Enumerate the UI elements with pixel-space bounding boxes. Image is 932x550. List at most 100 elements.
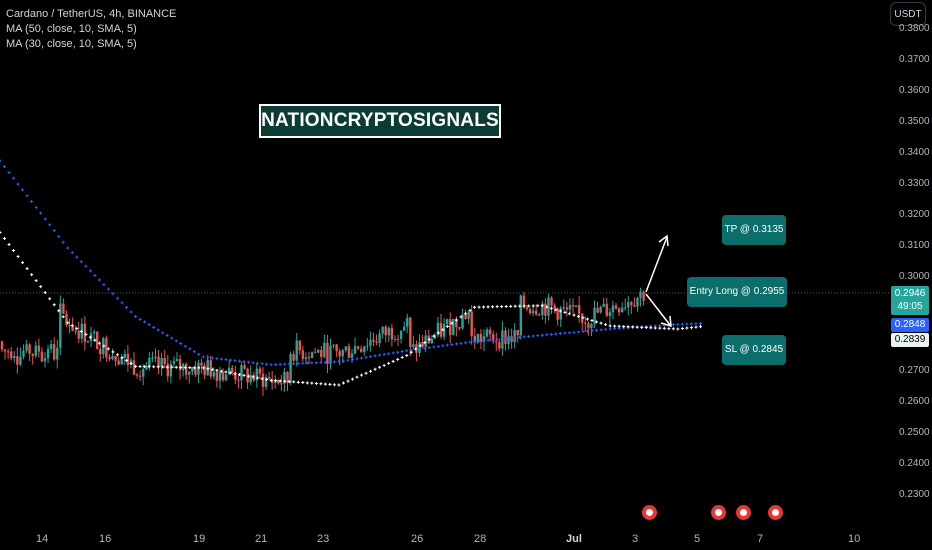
ma-point: [680, 322, 684, 326]
bar-countdown: 49:05: [897, 301, 923, 312]
ma-point: [7, 170, 11, 174]
ma-point: [364, 355, 368, 359]
candle-body: [286, 372, 289, 383]
ma-point: [215, 357, 219, 361]
ma-50-legend[interactable]: MA (50, close, 10, SMA, 5): [6, 23, 137, 35]
ma-point: [3, 165, 7, 169]
ma-point: [328, 360, 332, 364]
us-flag-event-icon[interactable]: [711, 505, 726, 520]
candle-body: [571, 305, 575, 307]
candle-body: [464, 314, 467, 319]
ma-point: [305, 381, 309, 385]
ma-point: [39, 285, 43, 289]
y-tick: 0.3200: [899, 209, 930, 220]
candle-body: [28, 344, 31, 354]
ma-point: [576, 330, 580, 334]
ma-point: [418, 347, 422, 351]
ma-point: [473, 305, 477, 309]
ma-point: [667, 327, 671, 331]
tp-callout[interactable]: TP @ 0.3135: [722, 215, 786, 245]
ma-point: [567, 331, 571, 335]
us-flag-event-icon[interactable]: [642, 505, 657, 520]
ma-point: [595, 320, 599, 324]
candle-body: [587, 323, 590, 329]
ma-point: [658, 326, 662, 330]
ma-point: [486, 338, 490, 342]
candle-body: [513, 330, 516, 342]
ma-point: [400, 355, 404, 359]
ma-point: [369, 355, 373, 359]
ma-point: [147, 323, 151, 327]
candle-body: [452, 318, 455, 336]
candle-body: [123, 353, 126, 358]
x-tick: 10: [848, 533, 861, 545]
ma-point: [269, 378, 273, 382]
ma-point: [102, 283, 106, 287]
ma-point: [34, 205, 38, 209]
ma-point: [360, 356, 364, 360]
candle-body: [166, 364, 169, 377]
ma-point: [210, 356, 214, 360]
ma-point: [251, 375, 255, 379]
ma-point: [662, 326, 666, 330]
ma-point: [278, 362, 282, 366]
y-tick: 0.3500: [899, 116, 930, 127]
ma-point: [314, 381, 318, 385]
ma-point: [545, 333, 549, 337]
sl-callout[interactable]: SL @ 0.2845: [722, 335, 786, 365]
ma-point: [463, 312, 467, 316]
ma-point: [274, 379, 278, 383]
candle-body: [68, 324, 71, 327]
us-flag-event-icon[interactable]: [768, 505, 783, 520]
ma-point: [409, 350, 413, 354]
symbol-title[interactable]: Cardano / TetherUS, 4h, BINANCE: [6, 8, 177, 20]
ma-point: [170, 336, 174, 340]
ma-point: [382, 363, 386, 367]
candle-body: [538, 314, 541, 316]
candle-body: [227, 367, 231, 375]
ma-point: [423, 341, 427, 345]
candle-body: [62, 303, 65, 314]
ma-point: [278, 379, 282, 383]
ma-point: [545, 305, 549, 309]
candle-body: [310, 352, 314, 359]
y-tick: 0.2500: [899, 427, 930, 438]
us-flag-event-icon[interactable]: [736, 505, 751, 520]
candle-body: [528, 309, 532, 314]
ma-point: [48, 297, 52, 301]
x-tick: Jul: [566, 533, 582, 545]
ma-point: [536, 304, 540, 308]
y-tick: 0.3800: [899, 23, 930, 34]
currency-button[interactable]: USDT: [890, 2, 926, 26]
ma-point: [52, 229, 56, 233]
candle-body: [479, 333, 483, 342]
candle-body: [507, 336, 510, 344]
ma-point: [106, 347, 110, 351]
y-tick: 0.3300: [899, 178, 930, 189]
ma-point: [441, 328, 445, 332]
candle-body: [209, 360, 212, 377]
ma-point: [16, 182, 20, 186]
ma-point: [698, 322, 702, 326]
ma-point: [626, 325, 630, 329]
ma-point: [319, 361, 323, 365]
ma-30-legend[interactable]: MA (30, close, 10, SMA, 5): [6, 38, 137, 50]
ma-point: [319, 382, 323, 386]
candle-body: [52, 344, 56, 360]
ma-point: [25, 267, 29, 271]
ma-point: [572, 330, 576, 334]
candle-body: [378, 333, 381, 343]
candle-body: [470, 311, 473, 336]
candle-body: [565, 307, 569, 310]
candle-body: [369, 339, 372, 346]
candle-body: [534, 310, 538, 315]
ma-point: [179, 365, 183, 369]
x-tick: 26: [411, 533, 424, 545]
ma-point: [491, 338, 495, 342]
candle-body: [267, 377, 271, 379]
ma-point: [689, 322, 693, 326]
ma-point: [224, 370, 228, 374]
ma-point: [192, 366, 196, 370]
entry-callout[interactable]: Entry Long @ 0.2955: [687, 277, 787, 307]
